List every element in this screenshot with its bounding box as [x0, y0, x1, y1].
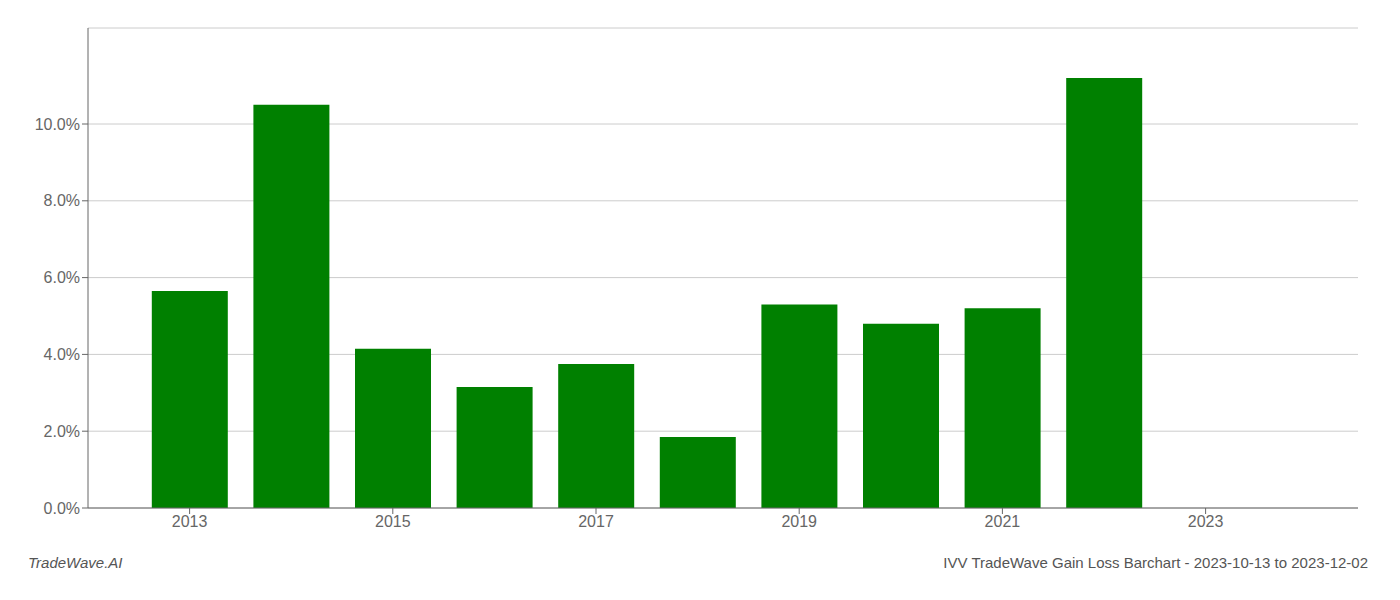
svg-text:4.0%: 4.0%: [44, 346, 80, 363]
svg-text:2023: 2023: [1188, 513, 1224, 530]
svg-text:2019: 2019: [781, 513, 817, 530]
svg-text:2021: 2021: [985, 513, 1021, 530]
svg-text:0.0%: 0.0%: [44, 500, 80, 517]
svg-text:10.0%: 10.0%: [35, 116, 80, 133]
html-text:TradeWave.AI: TradeWave.AI: [28, 554, 123, 571]
svg-text:6.0%: 6.0%: [44, 269, 80, 286]
svg-text:2.0%: 2.0%: [44, 423, 80, 440]
svg-text:2013: 2013: [172, 513, 208, 530]
svg-text:2015: 2015: [375, 513, 411, 530]
html-text:IVV TradeWave Gain Loss Barcha: IVV TradeWave Gain Loss Barchart - 2023-…: [943, 554, 1368, 571]
svg-text:2017: 2017: [578, 513, 614, 530]
svg-text:8.0%: 8.0%: [44, 192, 80, 209]
